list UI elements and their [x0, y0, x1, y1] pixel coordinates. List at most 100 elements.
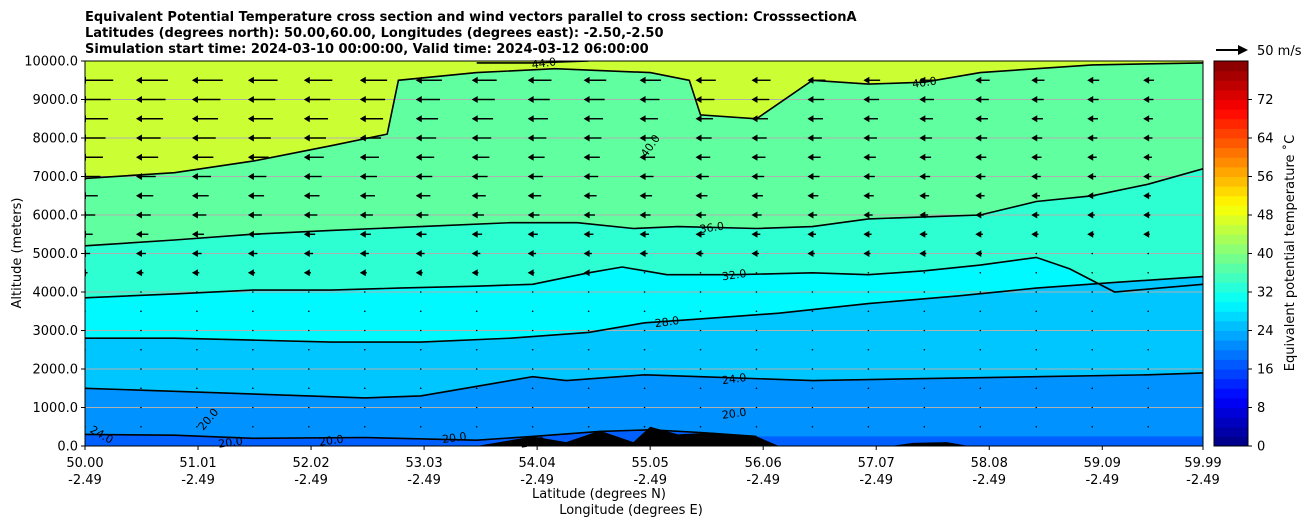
wind-vector	[1091, 329, 1094, 332]
y-tick-label: 5000.0	[33, 247, 79, 262]
wind-vector	[247, 134, 271, 142]
wind-vector	[807, 96, 825, 103]
wind-vector	[471, 153, 490, 161]
wind-vector	[252, 387, 254, 390]
wind-vector	[583, 115, 604, 123]
wind-vector	[639, 96, 660, 103]
colorbar: 0 8 16 24 32 40 48 56 64 72 Equivalent potential …	[1213, 60, 1298, 455]
wind-vector	[471, 173, 488, 180]
x-tick-label-lat: 52.02	[292, 456, 329, 471]
wind-vector	[975, 153, 987, 161]
wind-vector	[303, 269, 311, 277]
colorbar-block	[1214, 215, 1248, 226]
wind-vector	[308, 329, 310, 332]
wind-vector	[527, 115, 549, 123]
wind-vector	[751, 134, 767, 142]
wind-vector	[807, 192, 819, 200]
wind-vector	[867, 425, 870, 428]
wind-vector	[191, 96, 221, 103]
wind-vector	[475, 387, 478, 390]
wind-vector	[699, 348, 702, 351]
wind-vector	[191, 250, 202, 257]
wind-vector	[979, 271, 982, 274]
wind-vector	[1087, 76, 1100, 84]
wind-vector	[359, 96, 386, 103]
contour-lines	[85, 61, 1203, 442]
wind-vector	[196, 291, 198, 293]
wind-vector	[587, 368, 590, 370]
wind-vector	[1031, 230, 1039, 238]
wind-vector	[140, 348, 142, 351]
wind-vector	[695, 230, 705, 238]
colorbar-block	[1214, 301, 1248, 312]
wind-vector	[359, 115, 384, 123]
wind-vector	[587, 425, 590, 428]
x-tick-label-lon: -2.49	[1085, 473, 1119, 488]
colorbar-block	[1214, 349, 1248, 360]
wind-vector	[919, 96, 934, 103]
wind-vector	[359, 230, 371, 238]
contour-label: 20.0	[218, 435, 244, 451]
wind-vector	[135, 153, 159, 161]
wind-vector	[863, 134, 877, 142]
wind-vector	[695, 96, 715, 103]
colorbar-block	[1214, 282, 1248, 293]
colorbar-block	[1214, 80, 1248, 91]
wind-vector	[975, 211, 984, 219]
wind-vector	[583, 192, 597, 200]
x-tick-label-lon: -2.49	[294, 473, 328, 488]
wind-vector	[1143, 115, 1153, 123]
wind-vector	[639, 153, 656, 161]
colorbar-tick-label: 8	[1257, 401, 1265, 416]
wind-vector	[247, 96, 276, 103]
wind-vector	[196, 368, 198, 370]
x-tick-label-lon: -2.49	[746, 473, 780, 488]
wind-vector	[695, 76, 716, 84]
wind-vector	[923, 291, 926, 293]
wind-vector	[587, 310, 590, 313]
contour-line-24	[85, 372, 1203, 399]
wind-vector	[863, 76, 881, 84]
y-axis-ticks: 0.0 1000.0 2000.0 3000.0 4000.0 5000.0 6000.0 7…	[24, 55, 85, 455]
wind-vector	[811, 271, 814, 274]
wind-vector	[1091, 271, 1094, 274]
wind-vector	[196, 329, 198, 332]
colorbar-block	[1214, 224, 1248, 235]
y-tick-label: 6000.0	[33, 209, 79, 224]
x-tick-label-lat: 59.99	[1184, 456, 1221, 471]
y-tick-label: 0.0	[57, 440, 78, 455]
colorbar-block	[1214, 138, 1248, 149]
wind-vector	[135, 192, 154, 200]
wind-vector	[1035, 368, 1038, 370]
wind-vector	[475, 329, 478, 332]
wind-vector	[583, 269, 591, 277]
colorbar-block	[1214, 99, 1248, 110]
wind-vector	[308, 310, 310, 313]
x-tick-label-lon: -2.49	[633, 473, 667, 488]
colorbar-block	[1214, 157, 1248, 168]
wind-vector	[1035, 252, 1038, 255]
wind-vector	[1087, 192, 1096, 200]
wind-vector	[975, 173, 986, 180]
wind-vector	[475, 368, 478, 370]
wind-vector	[1031, 134, 1043, 142]
wind-vector	[923, 271, 926, 274]
wind-vector	[811, 329, 814, 332]
wind-vector	[867, 329, 870, 332]
wind-vector	[923, 329, 926, 332]
wind-vector	[135, 115, 164, 123]
colorbar-block	[1214, 176, 1248, 187]
contour-label: 20.0	[721, 406, 747, 422]
wind-vector	[363, 291, 366, 293]
wind-vector	[807, 211, 818, 219]
wind-vector	[923, 406, 926, 409]
wind-vector	[639, 250, 648, 257]
wind-vector	[751, 230, 761, 238]
contour-line-44	[476, 61, 589, 64]
wind-vector	[363, 329, 366, 332]
wind-vector	[419, 387, 422, 390]
wind-vector	[196, 406, 198, 409]
colorbar-block	[1214, 397, 1248, 408]
colorbar-block	[1214, 186, 1248, 197]
wind-vector	[303, 134, 326, 142]
